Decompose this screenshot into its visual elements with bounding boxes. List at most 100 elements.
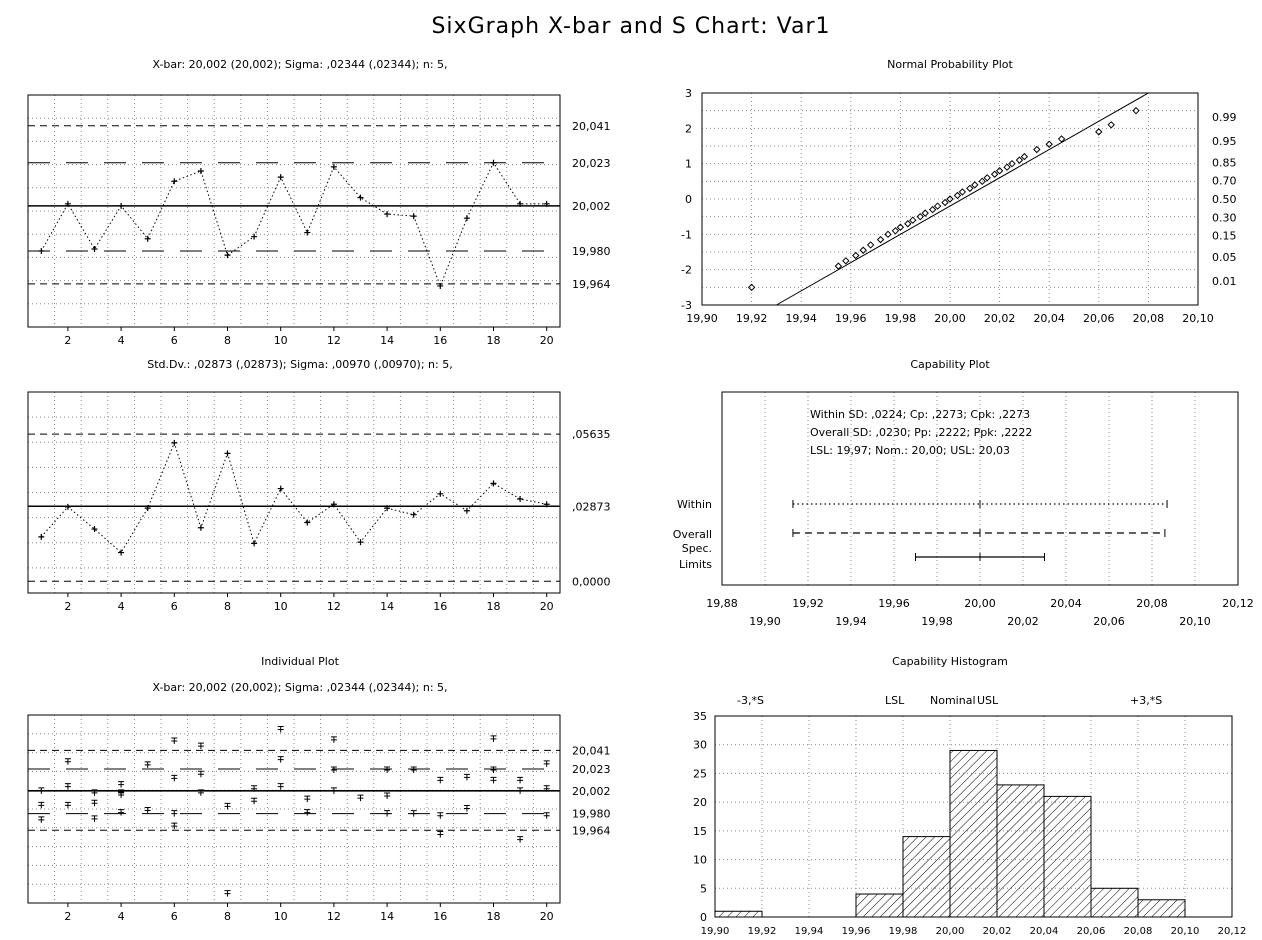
capability-histogram-title: Capability Histogram (892, 655, 1008, 668)
right-axis-label: 0.01 (1212, 275, 1237, 288)
x-tick-label: 12 (327, 910, 341, 923)
data-point (171, 822, 178, 830)
data-point (543, 785, 550, 792)
data-point (277, 174, 284, 181)
xbar-chart: 20,041 20,023 20,002 19,980 19,964 2 4 6 8 10 12 14… (27, 94, 611, 347)
right-axis-label: 20,041 (572, 120, 611, 133)
data-point (995, 167, 1004, 175)
data-point (38, 533, 45, 540)
data-point (1107, 121, 1115, 129)
right-axis-label: 20,002 (572, 785, 611, 798)
x-tick-label: 4 (118, 334, 125, 347)
x-tick-label: 19,94 (835, 615, 867, 628)
data-point (64, 503, 71, 510)
x-tick-label: 8 (224, 600, 231, 613)
data-point (410, 511, 417, 518)
data-point (933, 202, 942, 210)
data-point (1003, 163, 1011, 171)
x-tick-label: 20,10 (1182, 312, 1214, 325)
data-point (958, 188, 967, 196)
x-tick-label: 20,02 (983, 926, 1012, 937)
data-point (118, 789, 125, 796)
data-series-line (40, 441, 547, 554)
data-point (1045, 140, 1053, 148)
data-point (384, 211, 391, 218)
x-tick-label: 19,94 (785, 312, 817, 325)
x-tick-label: 14 (380, 334, 394, 347)
x-tick-label: 14 (380, 600, 394, 613)
histogram-bar (1137, 899, 1186, 918)
data-point (517, 200, 524, 207)
y-tick-label: 30 (693, 739, 707, 752)
x-tick-label: 20 (540, 600, 554, 613)
data-point (463, 773, 470, 781)
histogram-top-label: USL (977, 694, 999, 707)
y-tick-label: 5 (700, 882, 707, 895)
data-point (543, 760, 550, 767)
normal-probability-plot: 3 2 1 0 -1 -2 -3 0.99 0.95 0.85 0.70 0.50 0.30 0.15 0.… (681, 87, 1237, 325)
x-tick-label: 20 (540, 910, 554, 923)
data-point (490, 735, 497, 742)
capability-plot: Within SD: ,0224; Cp: ,2273; Cpk: ,2273 O… (673, 391, 1254, 628)
x-tick-label: 14 (380, 910, 394, 923)
data-point (983, 174, 991, 182)
data-point (517, 496, 524, 503)
x-tick-label: 19,98 (921, 615, 953, 628)
data-point (144, 505, 151, 512)
data-point (437, 282, 444, 289)
y-tick-label: -3 (681, 299, 692, 312)
data-point (251, 540, 258, 547)
data-point (304, 809, 311, 816)
right-axis-label: 0.99 (1212, 111, 1237, 124)
data-point (904, 220, 912, 228)
x-tick-label: 20,00 (934, 312, 966, 325)
data-point (171, 810, 178, 817)
capability-row-label: Spec. (682, 542, 712, 555)
data-point (330, 501, 337, 508)
data-point (978, 177, 986, 186)
data-point (330, 787, 337, 794)
x-tick-label: 19,92 (736, 312, 768, 325)
y-tick-label: 20 (693, 796, 707, 809)
data-point (118, 809, 125, 816)
right-axis-label: 20,023 (572, 157, 611, 170)
data-point (330, 766, 337, 774)
data-point (1015, 156, 1024, 164)
individual-plot-title: Individual Plot (261, 655, 339, 668)
data-point (384, 505, 391, 512)
data-point (144, 761, 151, 768)
x-tick-label: 18 (487, 910, 501, 923)
histogram-top-label: Nominal (930, 694, 976, 707)
histogram-bar (1090, 887, 1139, 918)
data-point (852, 251, 860, 260)
x-tick-label: 19,88 (706, 597, 738, 610)
data-point (304, 519, 311, 526)
x-tick-label: 8 (224, 910, 231, 923)
x-tick-label: 20,06 (1093, 615, 1125, 628)
data-point (463, 804, 470, 812)
data-point (277, 485, 284, 492)
data-point (91, 799, 98, 807)
y-tick-label: 35 (693, 710, 707, 723)
data-point (38, 787, 45, 794)
x-tick-label: 19,96 (842, 926, 871, 937)
x-tick-label: 20,02 (984, 312, 1016, 325)
data-point (384, 766, 391, 774)
x-tick-label: 16 (433, 334, 447, 347)
y-tick-label: 25 (693, 767, 707, 780)
data-point (357, 539, 364, 546)
data-point (891, 227, 900, 235)
right-axis-label: 0.05 (1212, 251, 1237, 264)
data-point (330, 163, 337, 170)
data-point (946, 195, 954, 203)
right-axis-label: 19,980 (572, 808, 611, 821)
data-point (91, 815, 98, 822)
data-point (517, 787, 524, 794)
data-point (357, 794, 364, 802)
x-tick-label: 4 (118, 910, 125, 923)
histogram-top-label: LSL (885, 694, 905, 707)
x-tick-label: 6 (171, 334, 178, 347)
data-point (357, 194, 364, 201)
data-point (144, 235, 151, 242)
x-tick-label: 12 (327, 334, 341, 347)
